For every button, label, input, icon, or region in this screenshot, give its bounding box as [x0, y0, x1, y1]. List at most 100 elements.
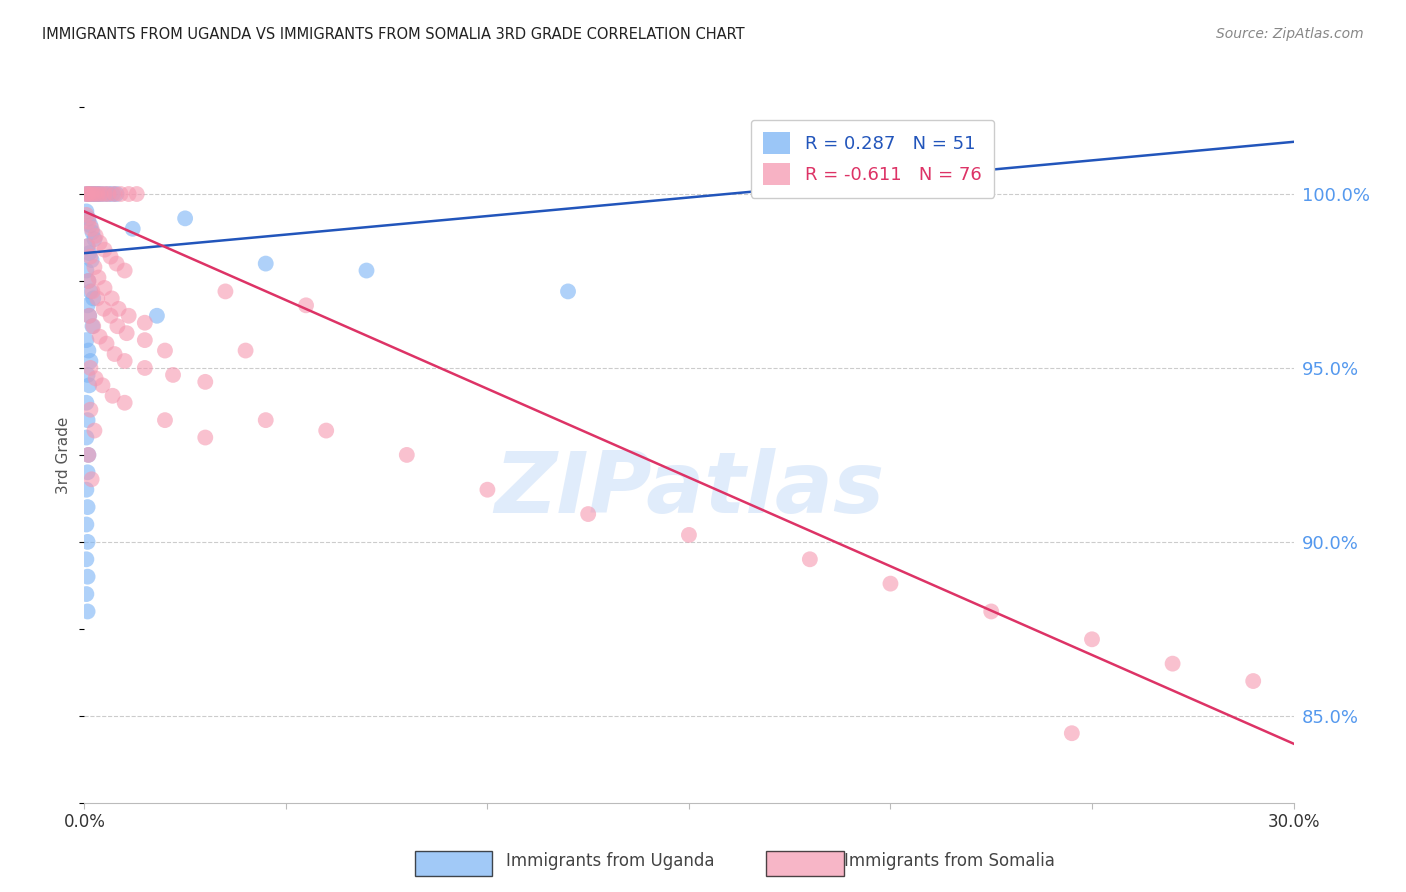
- Point: [75, 430, 97, 444]
- Point: [315, 424, 337, 438]
- Point: [79, 285, 101, 299]
- Point: [87, 186, 110, 201]
- Point: [980, 604, 1002, 618]
- Point: [91, 378, 114, 392]
- Point: [77, 215, 100, 229]
- Point: [75, 263, 97, 277]
- Point: [114, 263, 136, 277]
- Point: [82, 319, 104, 334]
- Point: [83, 232, 105, 246]
- Point: [678, 528, 700, 542]
- Point: [254, 256, 277, 270]
- Point: [107, 319, 129, 334]
- Point: [76, 368, 98, 382]
- Point: [79, 250, 101, 264]
- Point: [194, 430, 217, 444]
- Point: [87, 270, 110, 285]
- Point: [76, 186, 98, 201]
- Point: [105, 186, 128, 201]
- Point: [77, 246, 100, 260]
- Point: [76, 465, 98, 479]
- Point: [76, 239, 98, 253]
- Point: [76, 298, 98, 312]
- Point: [295, 298, 318, 312]
- Point: [134, 360, 156, 375]
- Point: [1060, 726, 1083, 740]
- Point: [93, 186, 115, 201]
- Point: [576, 507, 599, 521]
- Point: [77, 186, 100, 201]
- Text: IMMIGRANTS FROM UGANDA VS IMMIGRANTS FROM SOMALIA 3RD GRADE CORRELATION CHART: IMMIGRANTS FROM UGANDA VS IMMIGRANTS FRO…: [42, 27, 745, 42]
- Point: [254, 413, 277, 427]
- Point: [101, 186, 124, 201]
- Point: [77, 343, 100, 358]
- Point: [114, 354, 136, 368]
- Point: [76, 239, 98, 253]
- Point: [89, 186, 111, 201]
- Point: [100, 291, 122, 305]
- Point: [86, 291, 108, 305]
- Point: [77, 378, 100, 392]
- Point: [118, 186, 141, 201]
- Point: [89, 186, 111, 201]
- Point: [101, 389, 124, 403]
- Point: [1081, 632, 1104, 647]
- Point: [76, 569, 98, 583]
- Point: [153, 413, 176, 427]
- Point: [174, 211, 197, 226]
- Point: [75, 186, 97, 201]
- Point: [107, 301, 129, 316]
- Point: [93, 186, 115, 201]
- Point: [93, 281, 115, 295]
- Point: [114, 395, 136, 409]
- Point: [76, 534, 98, 549]
- Point: [86, 186, 108, 201]
- Text: ZIPatlas: ZIPatlas: [494, 448, 884, 532]
- Point: [79, 219, 101, 233]
- Point: [75, 395, 97, 409]
- Point: [96, 336, 118, 351]
- Point: [82, 186, 104, 201]
- Point: [97, 186, 120, 201]
- Point: [82, 225, 104, 239]
- Point: [146, 309, 169, 323]
- Point: [110, 186, 132, 201]
- Point: [75, 552, 97, 566]
- Point: [80, 253, 103, 268]
- Point: [194, 375, 217, 389]
- Point: [77, 448, 100, 462]
- Point: [1161, 657, 1184, 671]
- Point: [1241, 673, 1264, 688]
- Point: [77, 274, 100, 288]
- Point: [879, 576, 901, 591]
- Point: [89, 329, 111, 343]
- Point: [76, 413, 98, 427]
- Point: [100, 250, 122, 264]
- Y-axis label: 3rd Grade: 3rd Grade: [56, 417, 72, 493]
- Point: [557, 285, 579, 299]
- Point: [134, 333, 156, 347]
- Point: [356, 263, 378, 277]
- Point: [77, 448, 100, 462]
- Point: [104, 186, 127, 201]
- Point: [76, 500, 98, 514]
- Point: [79, 360, 101, 375]
- Point: [214, 285, 236, 299]
- Point: [77, 274, 100, 288]
- Point: [75, 517, 97, 532]
- Point: [235, 343, 257, 358]
- Point: [799, 552, 821, 566]
- Point: [118, 309, 141, 323]
- Point: [75, 208, 97, 222]
- Point: [115, 326, 138, 340]
- Point: [80, 472, 103, 486]
- Point: [75, 204, 97, 219]
- Text: Immigrants from Uganda: Immigrants from Uganda: [506, 852, 714, 870]
- Point: [84, 228, 107, 243]
- Point: [77, 186, 100, 201]
- Point: [77, 211, 100, 226]
- Point: [121, 221, 143, 235]
- Point: [75, 333, 97, 347]
- Legend: R = 0.287   N = 51, R = -0.611   N = 76: R = 0.287 N = 51, R = -0.611 N = 76: [751, 120, 994, 198]
- Point: [75, 483, 97, 497]
